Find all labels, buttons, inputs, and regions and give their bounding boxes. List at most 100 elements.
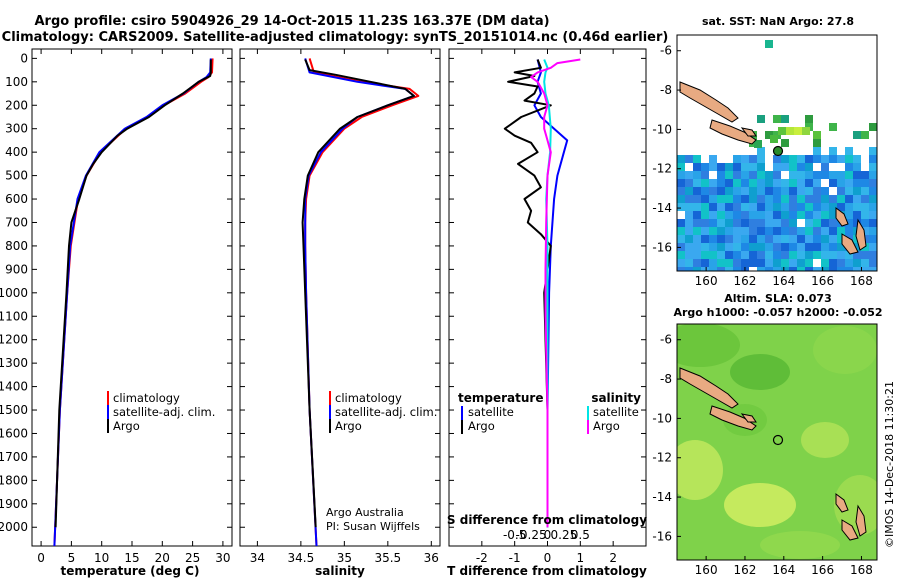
sst-cell	[741, 195, 749, 203]
island-shape	[740, 127, 757, 137]
sst-cell	[861, 171, 869, 179]
sst-cell	[861, 227, 869, 235]
sst-cell	[797, 163, 805, 171]
island-shape	[855, 218, 867, 251]
lon-tick-label: 164	[772, 563, 795, 577]
sst-cell	[829, 171, 837, 179]
salinity-panel: 34 34.5 35 35.5 36 salinity climatology sate…	[239, 48, 441, 578]
legend-temperature-title: temperature	[458, 391, 543, 405]
differences-legend: temperature satellite Argo salinity sate…	[458, 391, 641, 434]
island-shape	[679, 367, 739, 409]
sst-cell	[693, 155, 701, 163]
sst-cell	[677, 187, 685, 195]
sst-cell	[709, 163, 717, 171]
sst-cell	[717, 235, 725, 243]
sst-cell	[709, 251, 717, 259]
depth-tick-label: 700	[5, 215, 28, 229]
sst-cell	[709, 203, 717, 211]
lat-tick-label: -16	[652, 529, 672, 543]
sst-cell	[717, 179, 725, 187]
sst-cell	[773, 115, 781, 123]
sst-cell	[701, 203, 709, 211]
argo-location-marker	[772, 145, 784, 157]
sst-cell	[821, 211, 829, 219]
credit-line1: Argo Australia	[326, 506, 404, 519]
sst-cell	[701, 179, 709, 187]
sst-cell	[853, 155, 861, 163]
sst-cell	[741, 219, 749, 227]
legend-s-argo-label: Argo	[593, 419, 620, 433]
sla-patch	[724, 483, 796, 527]
sst-cell	[773, 155, 781, 163]
sst-cell	[741, 251, 749, 259]
sst-cell	[869, 179, 877, 187]
sst-cell	[765, 211, 773, 219]
credit-line2: PI: Susan Wijffels	[326, 520, 420, 533]
sst-cell	[749, 235, 757, 243]
legend-t-satellite-label: satellite	[468, 405, 514, 419]
depth-tick-label: 500	[5, 169, 28, 183]
differences-panel: -2 -1 0 1 2-0.5-0.250 0.250.5 T difference fr…	[447, 48, 647, 578]
depth-tick-label: 1700	[0, 450, 28, 464]
depth-tick-label: 1200	[0, 333, 28, 347]
x-tick-label: 0	[544, 551, 552, 565]
sst-cell	[829, 203, 837, 211]
lon-tick-label: 160	[695, 563, 718, 577]
sst-cell	[781, 211, 789, 219]
sst-cell	[677, 203, 685, 211]
sst-cell	[773, 227, 781, 235]
sst-cell	[749, 219, 757, 227]
sst-cell	[845, 227, 853, 235]
x-tick-label: 36	[424, 551, 439, 565]
temperature-xlabel: temperature (deg C)	[61, 564, 200, 578]
sst-cell	[677, 227, 685, 235]
sst-cell	[845, 203, 853, 211]
sst-cell	[781, 155, 789, 163]
sst-cell	[837, 203, 845, 211]
depth-tick-label: 2000	[0, 520, 28, 534]
sst-cell	[853, 187, 861, 195]
sla-map-title2: Argo h1000: -0.057 h2000: -0.052	[673, 306, 882, 319]
sst-cell	[773, 243, 781, 251]
sst-cell	[765, 227, 773, 235]
sst-cell	[789, 227, 797, 235]
sst-cell	[869, 267, 877, 271]
sst-cell	[677, 251, 685, 259]
sst-cell	[733, 203, 741, 211]
sst-cell	[861, 131, 869, 139]
sst-cell	[733, 219, 741, 227]
sst-cells	[677, 40, 877, 271]
sst-cell	[677, 267, 685, 271]
lat-tick-label: -14	[652, 201, 672, 215]
sst-cell	[813, 187, 821, 195]
depth-tick-label: 1100	[0, 309, 28, 323]
sst-cell	[837, 227, 845, 235]
sst-cell	[829, 251, 837, 259]
sst-cell	[797, 259, 805, 267]
sst-cell	[789, 195, 797, 203]
sst-cell	[701, 195, 709, 203]
x-tick-label: 15	[124, 551, 139, 565]
island-shape	[679, 81, 739, 123]
salinity-xlabel: salinity	[315, 564, 365, 578]
sst-cell	[717, 251, 725, 259]
lon-tick-label: 168	[850, 274, 873, 288]
sst-cell	[733, 251, 741, 259]
sst-cell	[786, 127, 794, 135]
sst-cell	[813, 171, 821, 179]
depth-tick-label: 1800	[0, 473, 28, 487]
sst-cell	[709, 235, 717, 243]
sst-cell	[677, 179, 685, 187]
sst-cell	[797, 187, 805, 195]
legend-s-satellite-label: satellite	[593, 405, 639, 419]
sst-cell	[709, 179, 717, 187]
sst-cell	[765, 187, 773, 195]
sst-cell	[709, 219, 717, 227]
sst-cell	[741, 235, 749, 243]
sst-cell	[797, 179, 805, 187]
sst-cell	[821, 219, 829, 227]
sst-cell	[749, 259, 757, 267]
sst-cell	[709, 155, 717, 163]
sst-cell	[845, 195, 853, 203]
series-s-argo	[530, 58, 581, 528]
